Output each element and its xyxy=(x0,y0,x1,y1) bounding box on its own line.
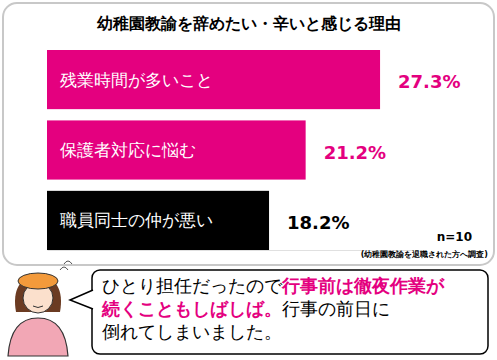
annotation-emphasis: 行事前は徹夜作業が xyxy=(281,275,445,296)
person-icon xyxy=(8,261,72,356)
x-axis xyxy=(48,250,414,251)
sample-size: n=10 xyxy=(437,230,472,244)
person-hat xyxy=(18,273,58,289)
bubble-box xyxy=(92,270,488,354)
category-label: 保護者対応に悩む xyxy=(60,140,196,160)
annotation-line: 倒れてしまいました。 xyxy=(102,321,282,342)
person-worry xyxy=(60,261,72,270)
chart-title: 幼稚園教諭を辞めたい・辛いと感じる理由 xyxy=(97,14,401,33)
x-axis-line xyxy=(48,250,414,251)
category-label: 職員同士の仲が悪い xyxy=(60,210,213,230)
category-labels: 残業時間が多いこと保護者対応に悩む職員同士の仲が悪い xyxy=(60,70,213,231)
bar xyxy=(47,120,306,179)
bar xyxy=(47,50,380,109)
bar xyxy=(47,191,269,250)
annotation-text: 倒れてしまいました。 xyxy=(102,321,282,342)
data-labels: 27.3% 21.2% 18.2% xyxy=(287,71,460,233)
person-mouth xyxy=(33,306,43,308)
annotation-line: 続くこともしばしば。行事の前日に xyxy=(101,298,390,319)
chart-svg: 幼稚園教諭を辞めたい・辛いと感じる理由残業時間が多いこと保護者対応に悩む職員同士… xyxy=(0,0,497,360)
data-label: 18.2% xyxy=(287,212,349,233)
chart-frame xyxy=(3,3,494,265)
annotation-line: ひとり担任だったので行事前は徹夜作業が xyxy=(102,275,445,296)
annotation-text: 行事の前日に xyxy=(282,298,390,319)
category-label: 残業時間が多いこと xyxy=(60,70,213,90)
bubble-tail xyxy=(70,290,93,309)
person-body xyxy=(8,318,68,356)
data-label: 27.3% xyxy=(398,71,460,92)
data-label: 21.2% xyxy=(324,142,386,163)
annotation-text: ひとり担任だったので xyxy=(102,275,283,296)
annotation-emphasis: 続くこともしばしば。 xyxy=(101,298,282,319)
note: (幼稚園教諭を退職された方へ調査) xyxy=(361,249,488,259)
annotation: ひとり担任だったので行事前は徹夜作業が続くこともしばしば。行事の前日に倒れてしま… xyxy=(101,275,445,342)
speech-bubble xyxy=(70,270,488,354)
